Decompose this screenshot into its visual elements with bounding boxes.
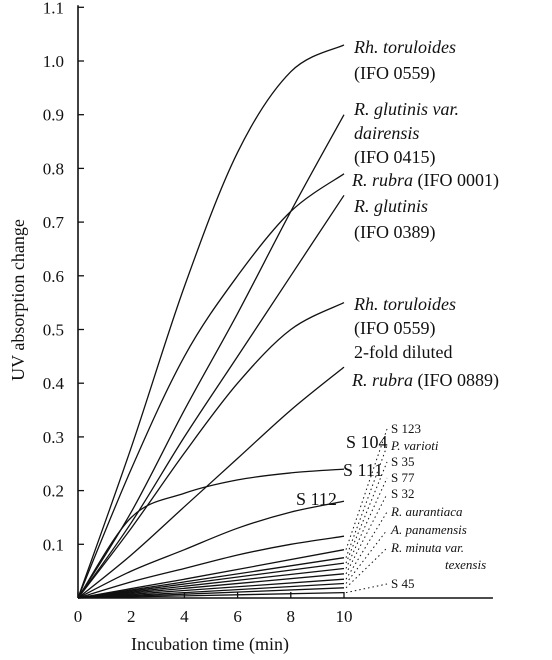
series-label-line: S 111 [343,460,383,480]
curves [77,44,345,599]
y-tick-label: 0.1 [43,535,64,554]
series-label: S 32 [391,486,414,501]
series-line [77,194,345,599]
y-tick-label: 1.0 [43,52,64,71]
series-line [77,591,345,599]
y-tick-label: 0.2 [43,482,64,501]
series-line [77,468,345,599]
series-line [77,535,345,599]
series-label-line: A. panamensis [390,522,467,537]
y-tick-label: 0.5 [43,321,64,340]
series-label-line: (IFO 0389) [354,222,436,243]
series-line [77,114,345,599]
x-tick-label: 10 [336,607,353,626]
series-label-line: S 32 [391,486,414,501]
leader-line [345,477,388,569]
leader-line [345,461,388,564]
series-label: R. glutinis var. dairensis (IFO 0415) [353,99,459,168]
series-label-line: (IFO 0415) [354,147,436,168]
series-label-strain: (IFO 0001) [413,170,499,191]
series-label-line: (IFO 0559) [354,63,436,84]
leader-line [345,547,388,589]
series-label-line: R. rubra (IFO 0001) [351,170,499,191]
series-label-strain: (IFO 0889) [413,370,499,391]
series-label-line: S 104 [346,432,388,452]
series-label-line: texensis [445,557,486,572]
x-tick-label: 8 [287,607,296,626]
series-label-species: R. rubra [351,170,413,190]
x-tick-label: 4 [180,607,189,626]
y-tick-label: 1.1 [43,0,64,17]
series-label: R. glutinis (IFO 0389) [353,196,436,243]
series-label-line: R. glutinis [353,196,428,216]
series-label: R. rubra (IFO 0889) [351,370,499,391]
series-label: Rh. toruloides (IFO 0559) 2-fold diluted [353,294,456,362]
series-label-line: (IFO 0559) [354,318,436,339]
leader-line [345,445,388,558]
y-tick-label: 0.9 [43,106,64,125]
y-tick-label: 0.4 [43,374,65,393]
series-label: S 112 [296,489,337,509]
series-label: A. panamensis [390,522,467,537]
leader-line [345,529,388,584]
x-axis-title: Incubation time (min) [131,634,289,655]
series-label-line: S 45 [391,576,414,591]
series-label: P. varioti [390,438,439,453]
x-tick-label: 6 [233,607,242,626]
series-label-line: R. glutinis var. [353,99,459,119]
series-label-line: Rh. toruloides [353,294,456,314]
series-label: R. aurantiaca [390,504,463,519]
series-label-line: S 35 [391,454,414,469]
series-label: Rh. toruloides (IFO 0559) [353,37,456,84]
leader-line [345,493,388,575]
y-tick-label: 0.7 [43,213,65,232]
x-tick-label: 2 [127,607,136,626]
series-label: S 35 [391,454,414,469]
series-label-line: P. varioti [390,438,439,453]
series-label-line: dairensis [354,123,419,143]
series-label-line: 2-fold diluted [354,342,452,362]
y-tick-label: 0.3 [43,428,64,447]
axes [77,5,493,599]
leader-line [345,583,388,594]
series-label-line: S 77 [391,470,415,485]
series-label: S 104 [346,432,388,452]
series-label: S 77 [391,470,415,485]
series-label-line: S 112 [296,489,337,509]
y-tick-label: 0.6 [43,267,64,286]
ticks: 0.1 0.2 0.3 0.4 0.5 0.6 0.7 0.8 0.9 1.0 1.1 0 2 4 6 8 10 [43,0,353,626]
series-label-line: Rh. toruloides [353,37,456,57]
series-line [77,366,345,599]
leader-lines [345,428,388,594]
series-line [77,500,345,599]
series-label: R. rubra (IFO 0001) [351,170,499,191]
series-label: S 111 [343,460,383,480]
series-label-line: R. aurantiaca [390,504,463,519]
series-label-species: R. rubra [351,370,413,390]
series-label: S 123 [391,421,421,436]
series-labels: Rh. toruloides (IFO 0559) R. glutinis var.… [296,37,499,591]
series-label: S 45 [391,576,414,591]
y-axis-title: UV absorption change [8,219,28,381]
leader-line [345,428,388,550]
series-label-line: S 123 [391,421,421,436]
series-label-line: R. minuta var. [390,540,464,555]
series-label-line: R. rubra (IFO 0889) [351,370,499,391]
y-tick-label: 0.8 [43,159,64,178]
series-line [77,44,345,599]
series-label: R. minuta var. texensis [390,540,486,572]
x-tick-label: 0 [74,607,83,626]
series-line [77,173,345,599]
series-line [77,302,345,599]
